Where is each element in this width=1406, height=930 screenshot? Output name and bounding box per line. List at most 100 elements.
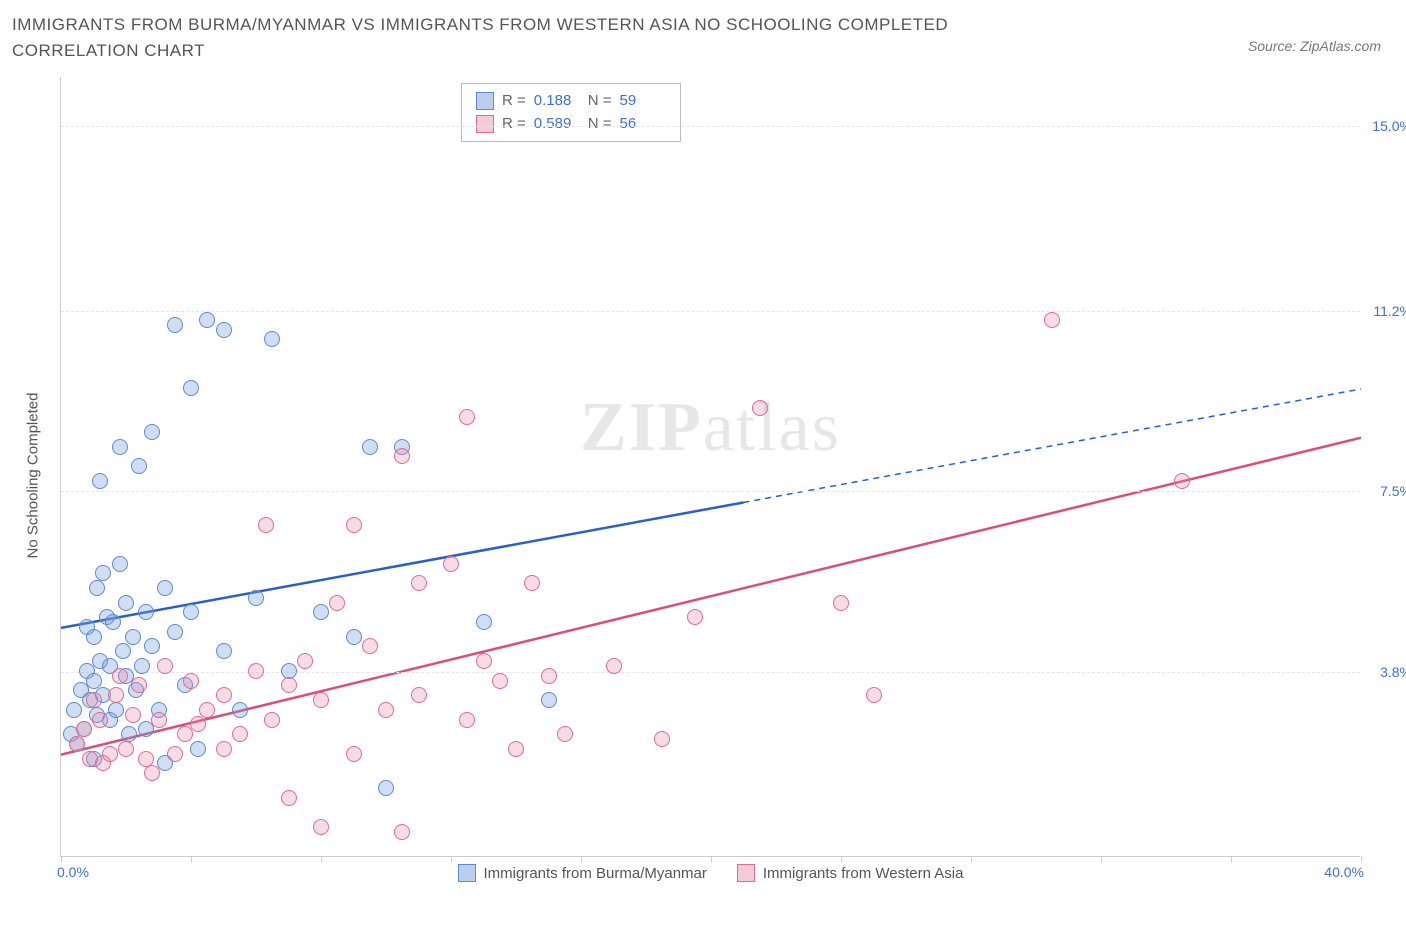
data-point	[492, 673, 508, 689]
data-point	[394, 824, 410, 840]
data-point	[167, 746, 183, 762]
data-point	[199, 702, 215, 718]
data-point	[115, 643, 131, 659]
trend-line-solid	[61, 502, 744, 627]
data-point	[108, 702, 124, 718]
data-point	[459, 409, 475, 425]
correlation-legend: R = 0.188 N = 59 R = 0.589 N = 56	[461, 83, 681, 142]
data-point	[190, 716, 206, 732]
data-point	[86, 673, 102, 689]
x-tick	[581, 856, 582, 862]
data-point	[86, 692, 102, 708]
source-attribution: Source: ZipAtlas.com	[1248, 38, 1381, 54]
legend-row-pink: R = 0.589 N = 56	[476, 113, 666, 136]
x-tick	[841, 856, 842, 862]
data-point	[329, 595, 345, 611]
x-tick	[451, 856, 452, 862]
data-point	[232, 726, 248, 742]
data-point	[281, 677, 297, 693]
data-point	[459, 712, 475, 728]
y-tick-label: 7.5%	[1380, 483, 1406, 499]
data-point	[157, 580, 173, 596]
data-point	[541, 668, 557, 684]
legend-label-pink: Immigrants from Western Asia	[763, 865, 964, 882]
watermark: ZIPatlas	[580, 388, 841, 468]
data-point	[92, 712, 108, 728]
data-point	[1174, 473, 1190, 489]
legend-item-pink: Immigrants from Western Asia	[737, 864, 964, 882]
data-point	[264, 331, 280, 347]
n-value-blue: 59	[620, 90, 666, 113]
data-point	[524, 575, 540, 591]
data-point	[118, 595, 134, 611]
data-point	[105, 614, 121, 630]
data-point	[167, 317, 183, 333]
data-point	[411, 575, 427, 591]
x-axis-min-label: 0.0%	[57, 864, 89, 880]
data-point	[687, 609, 703, 625]
data-point	[157, 658, 173, 674]
data-point	[411, 687, 427, 703]
x-tick	[1361, 856, 1362, 862]
x-tick	[711, 856, 712, 862]
data-point	[125, 629, 141, 645]
data-point	[138, 604, 154, 620]
data-point	[232, 702, 248, 718]
data-point	[89, 580, 105, 596]
r-value-pink: 0.589	[534, 113, 580, 136]
n-label: N =	[588, 113, 612, 136]
data-point	[118, 741, 134, 757]
data-point	[362, 638, 378, 654]
data-point	[508, 741, 524, 757]
data-point	[264, 712, 280, 728]
x-axis-max-label: 40.0%	[1324, 864, 1364, 880]
data-point	[151, 712, 167, 728]
data-point	[183, 673, 199, 689]
x-tick	[971, 856, 972, 862]
data-point	[125, 707, 141, 723]
chart-container: No Schooling Completed ZIPatlas R = 0.18…	[12, 67, 1394, 917]
data-point	[557, 726, 573, 742]
data-point	[112, 668, 128, 684]
data-point	[394, 448, 410, 464]
x-tick	[191, 856, 192, 862]
data-point	[95, 565, 111, 581]
grid-line-h	[61, 311, 1360, 312]
data-point	[313, 819, 329, 835]
data-point	[92, 473, 108, 489]
grid-line-h	[61, 491, 1360, 492]
data-point	[144, 424, 160, 440]
data-point	[216, 687, 232, 703]
data-point	[183, 604, 199, 620]
data-point	[199, 312, 215, 328]
trend-lines	[61, 77, 1361, 857]
x-tick	[321, 856, 322, 862]
data-point	[281, 790, 297, 806]
data-point	[134, 658, 150, 674]
data-point	[313, 604, 329, 620]
data-point	[281, 663, 297, 679]
data-point	[476, 653, 492, 669]
data-point	[131, 677, 147, 693]
data-point	[346, 746, 362, 762]
data-point	[297, 653, 313, 669]
data-point	[476, 614, 492, 630]
data-point	[167, 624, 183, 640]
data-point	[346, 629, 362, 645]
data-point	[313, 692, 329, 708]
data-point	[131, 458, 147, 474]
data-point	[378, 780, 394, 796]
trend-line-dashed	[744, 389, 1362, 502]
r-label: R =	[502, 113, 526, 136]
data-point	[606, 658, 622, 674]
data-point	[69, 736, 85, 752]
data-point	[248, 590, 264, 606]
swatch-blue	[476, 92, 494, 110]
data-point	[108, 687, 124, 703]
x-tick	[61, 856, 62, 862]
data-point	[112, 556, 128, 572]
data-point	[216, 322, 232, 338]
data-point	[183, 380, 199, 396]
watermark-strong: ZIP	[580, 389, 703, 466]
r-label: R =	[502, 90, 526, 113]
